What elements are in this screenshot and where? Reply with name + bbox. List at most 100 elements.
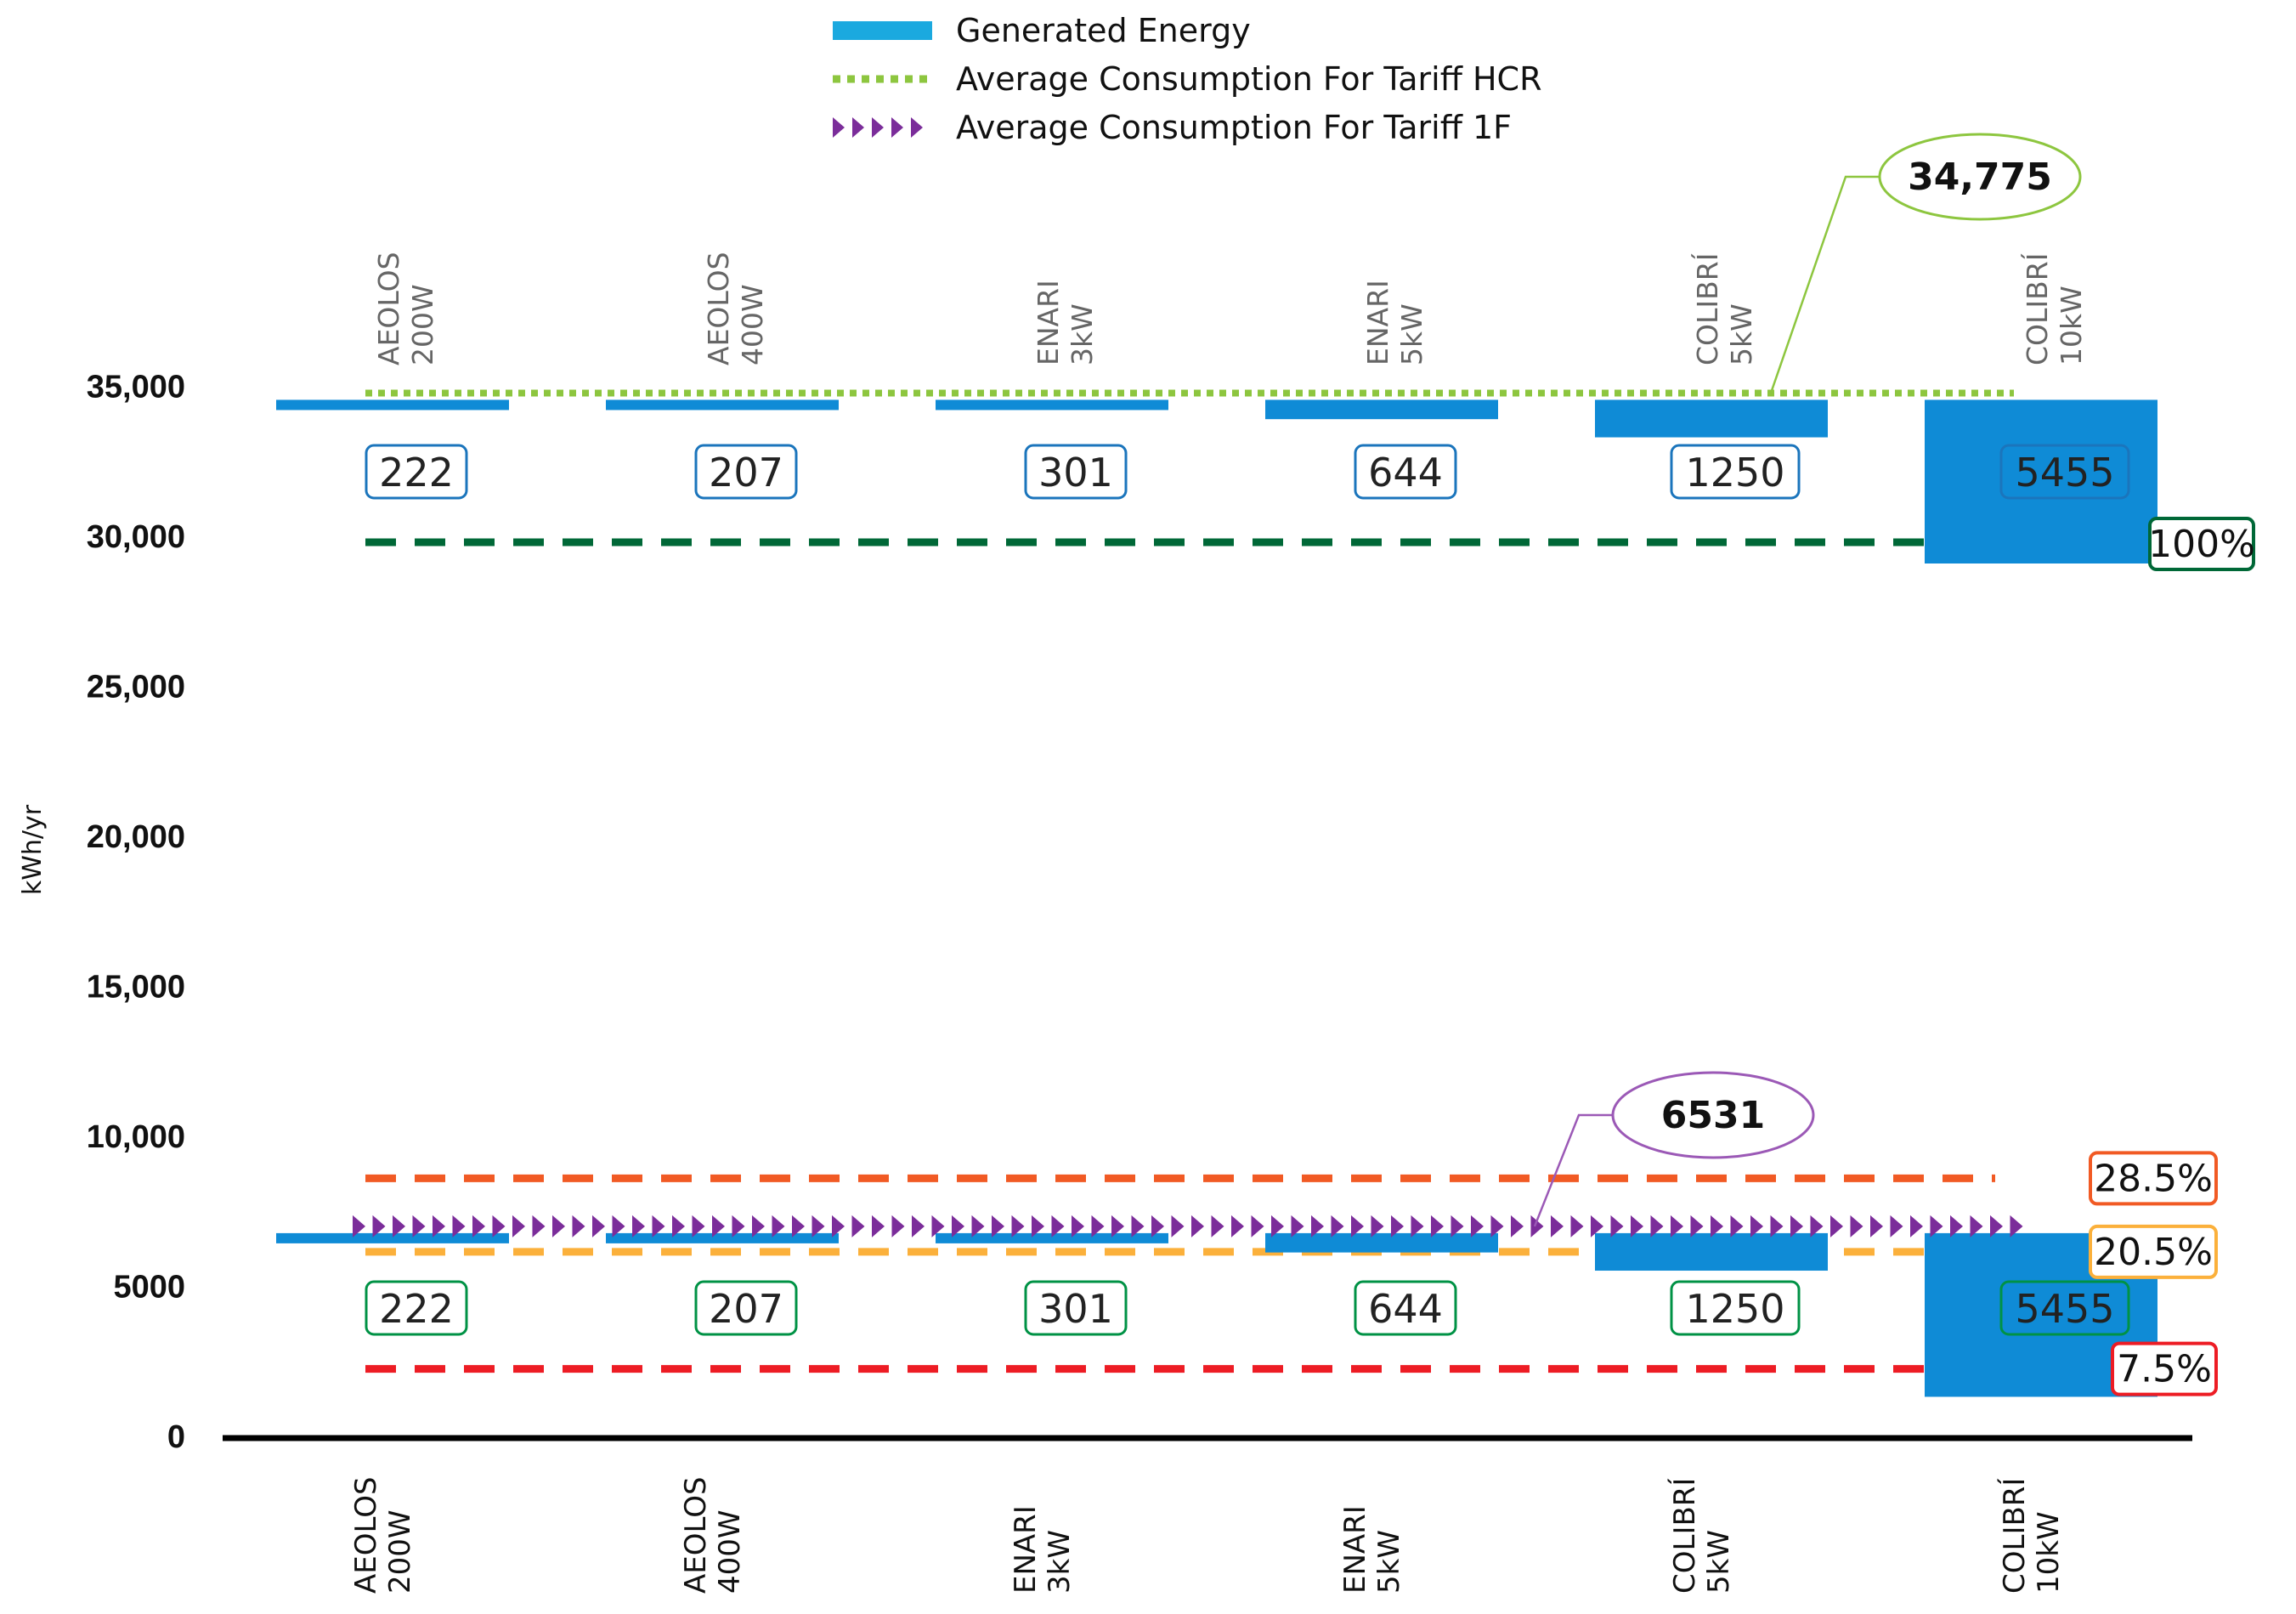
x-tick-label-line1: AEOLOS bbox=[679, 1476, 713, 1594]
consumption-arrow bbox=[1770, 1215, 1784, 1237]
bar bbox=[1595, 1232, 1828, 1271]
top-category-label: COLIBRÍ 5kW bbox=[1690, 253, 1758, 365]
top-category-line2: 3kW bbox=[1066, 303, 1099, 365]
value-label: 5455 bbox=[2015, 1286, 2114, 1332]
value-label-box bbox=[694, 444, 798, 500]
legend-label: Generated Energy bbox=[956, 12, 1251, 49]
percent-label: 20.5% bbox=[2094, 1231, 2213, 1274]
value-label-box bbox=[1670, 1280, 1801, 1336]
consumption-arrow bbox=[532, 1215, 546, 1237]
consumption-arrow bbox=[992, 1215, 1004, 1237]
consumption-arrow bbox=[772, 1215, 785, 1237]
consumption-arrow bbox=[712, 1215, 725, 1237]
value-label-box bbox=[1024, 1280, 1128, 1336]
consumption-arrow bbox=[1530, 1215, 1544, 1237]
consumption-arrow bbox=[792, 1215, 805, 1237]
consumption-arrow bbox=[612, 1215, 625, 1237]
top-category-label: COLIBRÍ 10kW bbox=[2020, 253, 2088, 365]
consumption-arrow bbox=[1431, 1215, 1444, 1237]
x-tick-label: COLIBRÍ 10kW bbox=[1997, 1478, 2066, 1594]
consumption-arrow bbox=[433, 1215, 445, 1237]
bar bbox=[606, 399, 839, 411]
legend-label: Average Consumption For Tariff HCR bbox=[956, 60, 1542, 98]
bar bbox=[1265, 399, 1498, 420]
consumption-arrow bbox=[1551, 1215, 1564, 1237]
consumption-arrow bbox=[1351, 1215, 1364, 1237]
x-tick-label: AEOLOS 200W bbox=[349, 1476, 417, 1594]
x-tick-label-line2: 200W bbox=[383, 1509, 417, 1594]
consumption-arrow bbox=[632, 1215, 645, 1237]
value-label-box bbox=[365, 1280, 468, 1336]
consumption-arrow bbox=[1191, 1215, 1204, 1237]
consumption-arrow bbox=[1850, 1215, 1863, 1237]
tariff-1f-consumption-line bbox=[353, 1215, 2023, 1237]
value-label: 5455 bbox=[2015, 450, 2114, 496]
y-tick-label: 35,000 bbox=[87, 370, 185, 405]
y-tick-label: 15,000 bbox=[87, 970, 185, 1005]
top-category-label: AEOLOS 400W bbox=[702, 252, 769, 365]
consumption-arrow bbox=[931, 1215, 945, 1237]
value-label-box bbox=[1999, 444, 2130, 500]
callout-label: 6531 bbox=[1661, 1094, 1765, 1137]
value-label: 222 bbox=[379, 1286, 454, 1332]
value-label: 644 bbox=[1368, 1286, 1443, 1332]
legend-swatch-generated-energy bbox=[833, 21, 932, 40]
bar bbox=[1925, 399, 2157, 564]
consumption-arrow bbox=[1171, 1215, 1185, 1237]
callout-label: 34,775 bbox=[1908, 156, 2052, 199]
consumption-arrow bbox=[492, 1215, 506, 1237]
consumption-arrow bbox=[592, 1215, 605, 1237]
x-tick-label-line1: ENARI bbox=[1009, 1505, 1043, 1594]
callout-ellipse bbox=[1878, 133, 2082, 221]
percent-label-box bbox=[2148, 517, 2255, 572]
consumption-arrow bbox=[1490, 1215, 1504, 1237]
x-tick-label-line1: COLIBRÍ bbox=[1667, 1478, 1702, 1594]
x-tick-label-line2: 400W bbox=[713, 1509, 747, 1594]
legend-arrow-icon bbox=[911, 117, 923, 138]
top-category-line1: AEOLOS bbox=[372, 252, 405, 365]
consumption-arrow bbox=[512, 1215, 525, 1237]
consumption-arrow bbox=[652, 1215, 665, 1237]
x-tick-label: ENARI 5kW bbox=[1338, 1505, 1406, 1594]
bar bbox=[276, 1232, 509, 1243]
bar bbox=[1265, 1232, 1498, 1253]
consumption-arrow bbox=[353, 1215, 365, 1237]
value-label-box bbox=[1999, 1280, 2130, 1336]
callout-leader-line bbox=[1533, 1113, 1613, 1227]
bar bbox=[606, 1232, 839, 1243]
value-label: 222 bbox=[379, 450, 454, 496]
consumption-arrow bbox=[412, 1215, 426, 1237]
bar bbox=[1595, 399, 1828, 438]
x-tick-label-line2: 3kW bbox=[1043, 1530, 1077, 1594]
value-label: 301 bbox=[1038, 450, 1113, 496]
consumption-arrow bbox=[891, 1215, 905, 1237]
top-category-line1: ENARI bbox=[1032, 280, 1065, 365]
consumption-arrow bbox=[1331, 1215, 1344, 1237]
consumption-arrow bbox=[851, 1215, 865, 1237]
value-label: 1250 bbox=[1685, 450, 1784, 496]
value-label: 1250 bbox=[1685, 1286, 1784, 1332]
consumption-arrow bbox=[692, 1215, 705, 1237]
y-tick-label: 30,000 bbox=[87, 519, 185, 555]
value-label: 207 bbox=[709, 450, 783, 496]
consumption-arrow bbox=[1051, 1215, 1065, 1237]
x-tick-label-line2: 5kW bbox=[1372, 1530, 1406, 1594]
x-tick-label-line2: 5kW bbox=[1702, 1530, 1736, 1594]
consumption-arrow bbox=[1970, 1215, 1983, 1237]
value-label-box bbox=[1024, 444, 1128, 500]
percent-label-box bbox=[2111, 1341, 2218, 1396]
top-category-label: AEOLOS 200W bbox=[372, 252, 439, 365]
consumption-arrow bbox=[971, 1215, 985, 1237]
value-label-box bbox=[1354, 444, 1457, 500]
percent-label: 28.5% bbox=[2094, 1157, 2213, 1200]
consumption-arrow bbox=[452, 1215, 466, 1237]
consumption-arrow bbox=[552, 1215, 565, 1237]
top-category-line2: 200W bbox=[406, 284, 439, 365]
value-label-box bbox=[694, 1280, 798, 1336]
consumption-arrow bbox=[372, 1215, 386, 1237]
percent-label-box bbox=[2089, 1151, 2218, 1206]
top-category-line1: AEOLOS bbox=[702, 252, 735, 365]
consumption-arrow bbox=[1391, 1215, 1404, 1237]
y-tick-label: 0 bbox=[167, 1419, 185, 1455]
legend-arrow-icon bbox=[833, 117, 845, 138]
